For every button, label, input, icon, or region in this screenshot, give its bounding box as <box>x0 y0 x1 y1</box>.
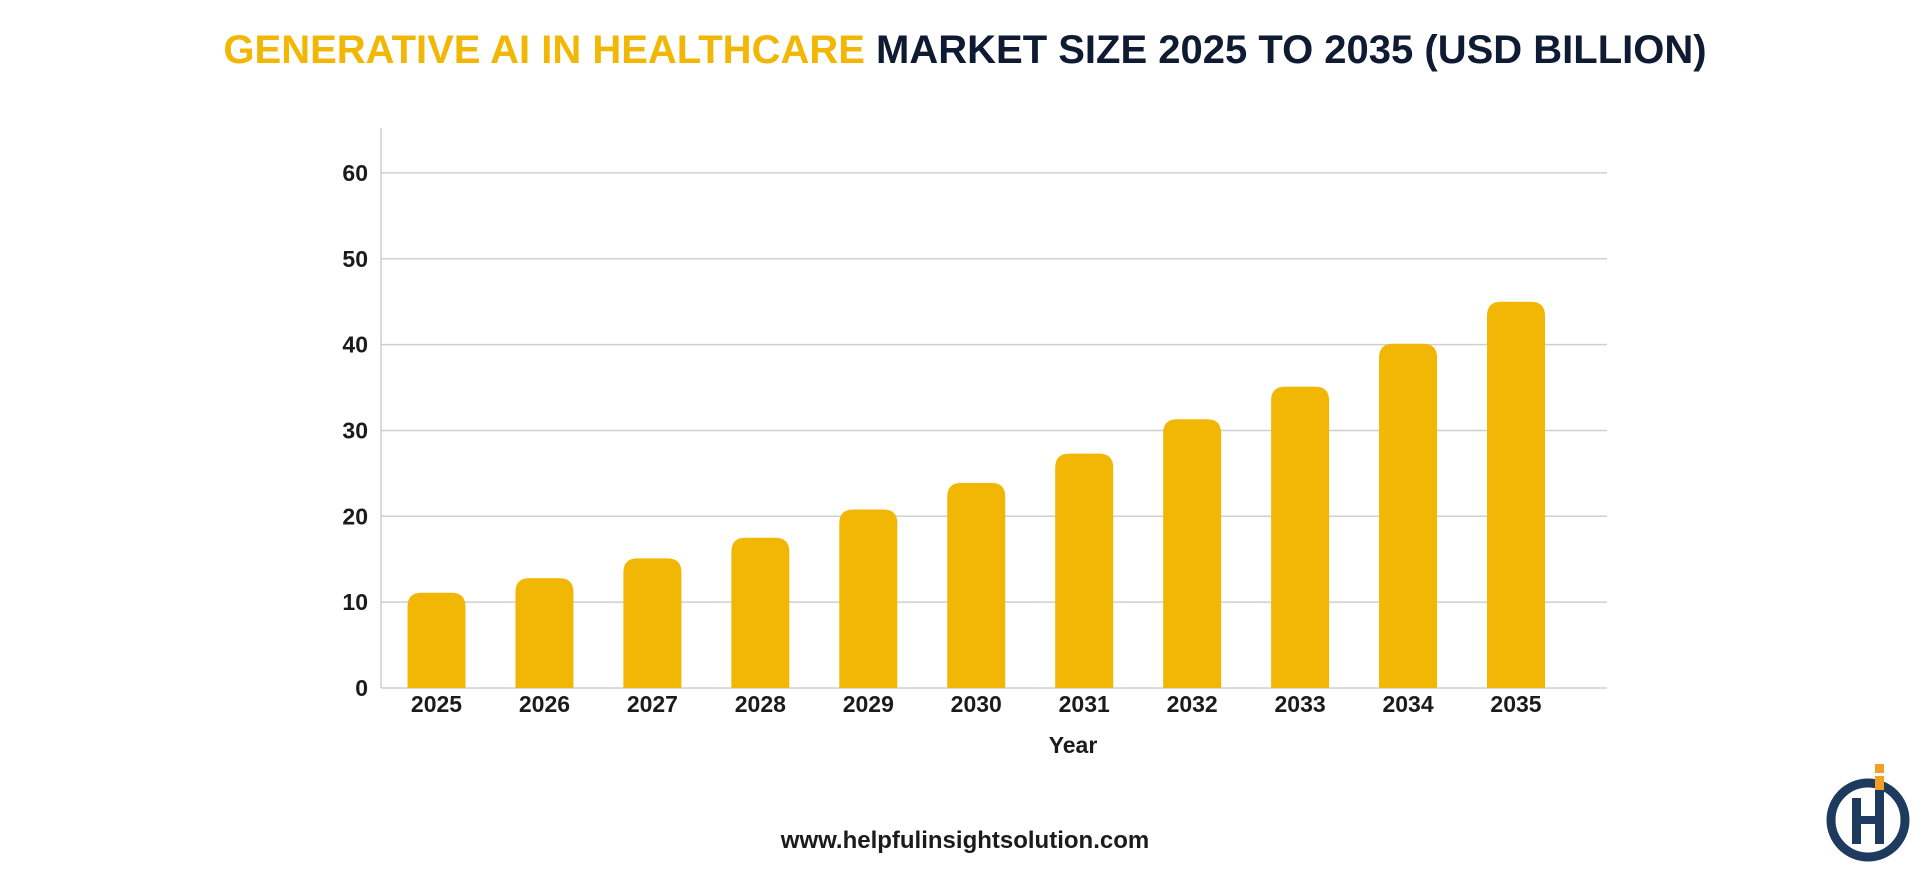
bar <box>1379 343 1438 688</box>
helpful-insight-logo-icon <box>1826 764 1910 862</box>
x-tick-label: 2026 <box>519 691 570 717</box>
y-tick-label: 40 <box>342 332 368 358</box>
website-link[interactable]: www.helpfulinsightsolution.com <box>780 827 1150 854</box>
x-tick-label: 2028 <box>735 691 786 717</box>
bar <box>623 558 682 688</box>
y-tick-label: 20 <box>342 503 368 529</box>
bar <box>1163 419 1222 688</box>
chart-title-highlight: GENERATIVE AI IN HEALTHCARE <box>223 28 865 72</box>
bar <box>839 509 898 688</box>
x-tick-label: 2032 <box>1167 691 1218 717</box>
x-tick-label: 2034 <box>1382 691 1433 717</box>
bar <box>515 578 574 688</box>
y-tick-label: 50 <box>342 246 368 272</box>
x-tick-label: 2035 <box>1490 691 1541 717</box>
bar <box>1487 301 1545 688</box>
x-tick-label: 2027 <box>627 691 678 717</box>
x-tick-label: 2030 <box>951 691 1002 717</box>
bar <box>1055 453 1114 688</box>
bar <box>407 592 466 688</box>
y-tick-label: 30 <box>342 417 368 443</box>
chart-title: GENERATIVE AI IN HEALTHCARE MARKET SIZE … <box>0 28 1930 73</box>
x-axis-label: Year <box>1049 732 1098 758</box>
bar <box>731 537 790 688</box>
bar <box>947 482 1006 688</box>
x-tick-label: 2033 <box>1275 691 1326 717</box>
chart-title-rest: MARKET SIZE 2025 TO 2035 (USD BILLION) <box>876 28 1707 72</box>
x-tick-label: 2029 <box>843 691 894 717</box>
y-tick-label: 0 <box>355 675 368 701</box>
x-tick-label: 2025 <box>411 691 462 717</box>
y-tick-label: 60 <box>342 160 368 186</box>
y-tick-label: 10 <box>342 589 368 615</box>
bar <box>1271 386 1330 688</box>
x-tick-label: 2031 <box>1059 691 1110 717</box>
